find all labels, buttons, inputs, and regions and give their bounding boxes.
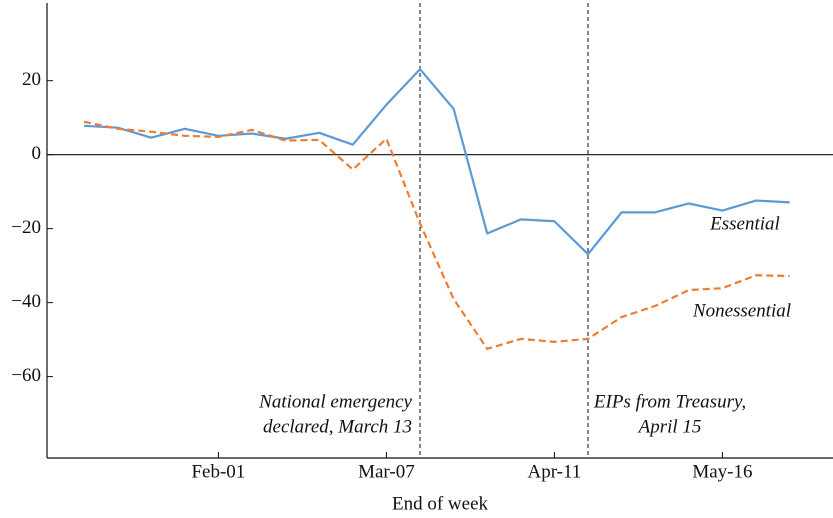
y-tick-label: 0	[32, 143, 42, 164]
series-label: Essential	[709, 213, 780, 234]
x-tick-label: May-16	[692, 461, 752, 482]
y-tick-label: 20	[22, 69, 41, 90]
y-tick-label: −60	[11, 365, 41, 386]
series-label: Nonessential	[692, 300, 791, 321]
series-line	[83, 68, 790, 256]
annotation: EIPs from Treasury,	[593, 391, 746, 412]
y-tick-label: −40	[11, 291, 41, 312]
x-axis-label: End of week	[392, 493, 489, 514]
annotation: declared, March 13	[263, 416, 412, 437]
x-tick-label: Mar-07	[358, 461, 415, 482]
x-tick-label: Feb-01	[191, 461, 245, 482]
series-line	[83, 120, 790, 350]
annotation: National emergency	[258, 391, 412, 412]
annotation: April 15	[637, 416, 702, 437]
y-tick-label: −20	[11, 217, 41, 238]
x-tick-label: Apr-11	[528, 461, 582, 482]
